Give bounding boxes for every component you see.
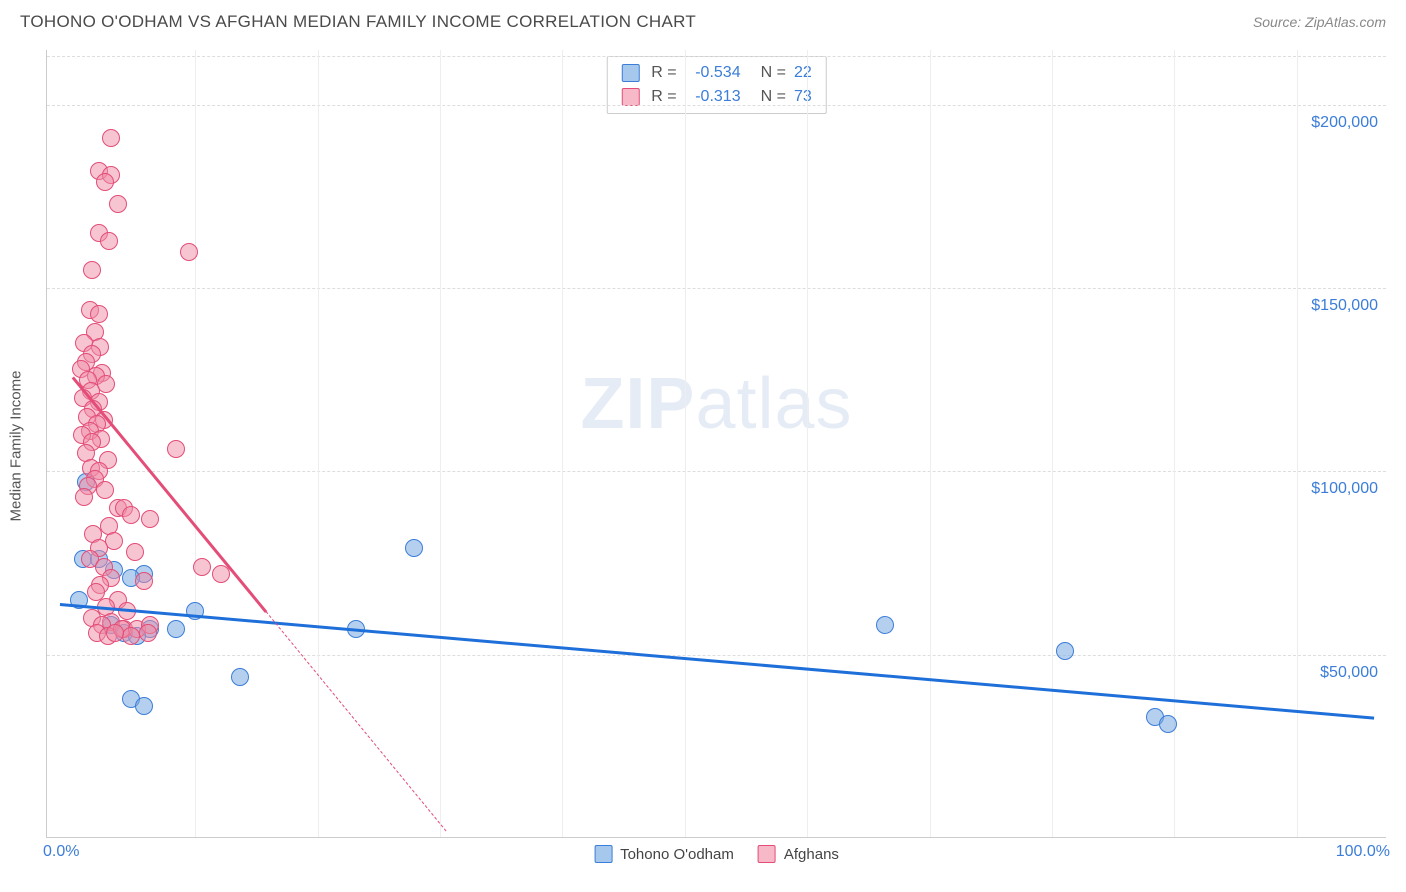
gridline-horizontal (47, 105, 1386, 106)
y-tick-label: $200,000 (1311, 114, 1378, 132)
series-legend: Tohono O'odham Afghans (594, 845, 839, 863)
scatter-point-afghans (97, 375, 115, 393)
y-tick-label: $100,000 (1311, 480, 1378, 498)
scatter-point-afghans (83, 261, 101, 279)
source-label: Source: ZipAtlas.com (1253, 14, 1386, 30)
scatter-point-afghans (75, 488, 93, 506)
gridline-horizontal (47, 288, 1386, 289)
scatter-point-tohono (135, 697, 153, 715)
legend-r-label: R = (651, 61, 676, 85)
gridline-vertical (195, 50, 196, 837)
scatter-point-tohono (1159, 715, 1177, 733)
scatter-point-afghans (105, 532, 123, 550)
legend-label: Afghans (784, 846, 839, 863)
legend-item: Tohono O'odham (594, 845, 734, 863)
x-axis-min-label: 0.0% (43, 843, 79, 861)
gridline-vertical (318, 50, 319, 837)
scatter-point-afghans (122, 506, 140, 524)
legend-row: R = -0.534 N = 22 (621, 61, 811, 85)
scatter-point-tohono (405, 539, 423, 557)
scatter-point-tohono (231, 668, 249, 686)
gridline-vertical (562, 50, 563, 837)
scatter-point-afghans (90, 305, 108, 323)
scatter-point-afghans (106, 624, 124, 642)
scatter-point-tohono (167, 620, 185, 638)
y-axis-title: Median Family Income (8, 371, 25, 522)
scatter-point-afghans (102, 129, 120, 147)
legend-n-value: 22 (794, 61, 812, 85)
chart-title: TOHONO O'ODHAM VS AFGHAN MEDIAN FAMILY I… (20, 12, 696, 32)
y-tick-label: $50,000 (1320, 664, 1378, 682)
scatter-point-afghans (212, 565, 230, 583)
chart-plot-area: ZIPatlas R =-0.534N =22R =-0.313N =73 To… (46, 50, 1386, 838)
scatter-point-afghans (141, 510, 159, 528)
legend-swatch (621, 88, 639, 106)
scatter-point-afghans (100, 232, 118, 250)
gridline-vertical (807, 50, 808, 837)
scatter-point-afghans (139, 624, 157, 642)
gridline-vertical (440, 50, 441, 837)
legend-swatch (621, 64, 639, 82)
scatter-point-tohono (876, 616, 894, 634)
scatter-point-afghans (96, 481, 114, 499)
trend-line-extrapolated (266, 611, 447, 832)
gridline-horizontal (47, 655, 1386, 656)
legend-swatch (758, 845, 776, 863)
gridline-vertical (1052, 50, 1053, 837)
legend-swatch (594, 845, 612, 863)
gridline-vertical (930, 50, 931, 837)
scatter-point-afghans (122, 627, 140, 645)
scatter-point-afghans (180, 243, 198, 261)
gridline-vertical (685, 50, 686, 837)
scatter-point-afghans (193, 558, 211, 576)
legend-n-label: N = (761, 61, 786, 85)
trend-line (60, 603, 1374, 719)
scatter-point-afghans (135, 572, 153, 590)
gridline-vertical (1297, 50, 1298, 837)
gridline-horizontal (47, 56, 1386, 57)
scatter-point-afghans (96, 173, 114, 191)
scatter-point-tohono (1056, 642, 1074, 660)
scatter-point-afghans (167, 440, 185, 458)
scatter-point-afghans (109, 195, 127, 213)
legend-r-value: -0.534 (685, 61, 741, 85)
y-tick-label: $150,000 (1311, 297, 1378, 315)
scatter-point-afghans (126, 543, 144, 561)
watermark: ZIPatlas (580, 363, 852, 445)
gridline-horizontal (47, 471, 1386, 472)
legend-item: Afghans (758, 845, 839, 863)
legend-label: Tohono O'odham (620, 846, 734, 863)
x-axis-max-label: 100.0% (1336, 843, 1390, 861)
